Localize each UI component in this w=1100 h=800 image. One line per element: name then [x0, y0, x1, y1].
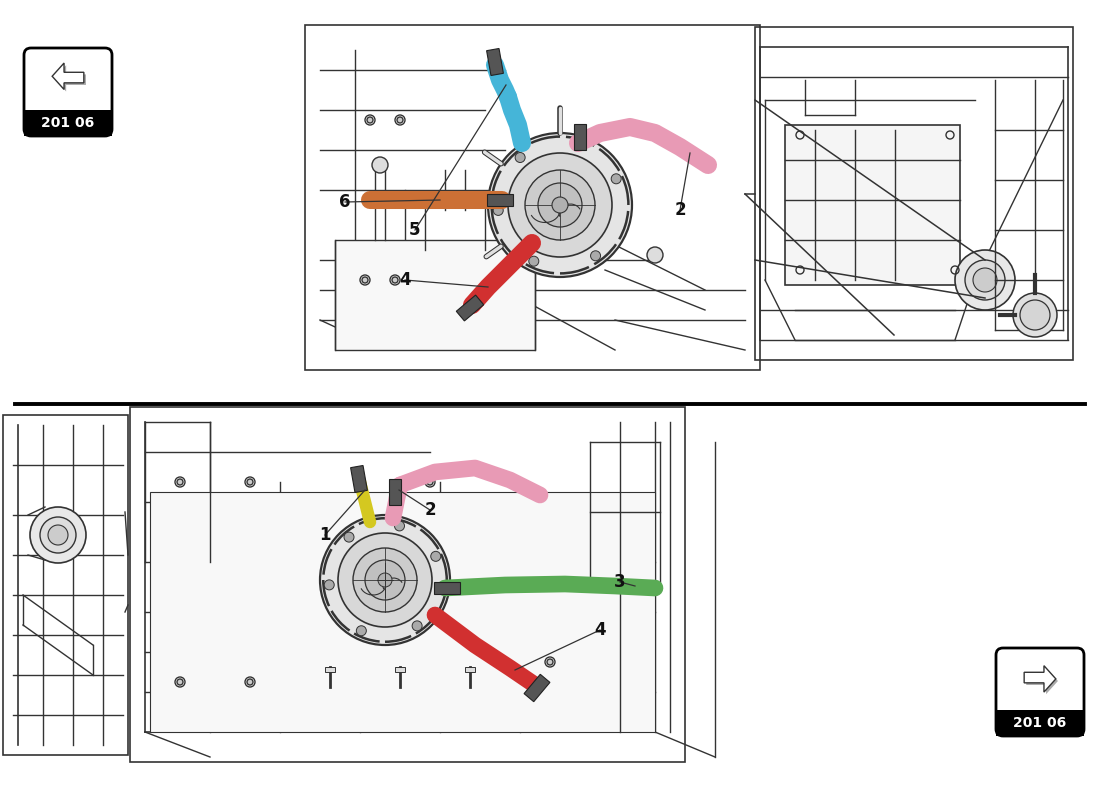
Circle shape [362, 277, 369, 283]
Circle shape [515, 153, 525, 162]
Polygon shape [486, 49, 504, 75]
Bar [324, 667, 336, 672]
Text: 2: 2 [425, 501, 436, 519]
Bar [305, 25, 760, 370]
Bar [305, 25, 760, 370]
Text: a parts.singleright: a parts.singleright [409, 164, 651, 296]
Bar [755, 27, 1072, 360]
Polygon shape [388, 479, 401, 505]
Circle shape [508, 153, 612, 257]
Text: 6: 6 [339, 193, 351, 211]
Bar [3, 415, 128, 755]
Circle shape [177, 679, 183, 685]
Circle shape [529, 256, 539, 266]
Polygon shape [487, 194, 513, 206]
Circle shape [48, 525, 68, 545]
Circle shape [552, 197, 568, 213]
Circle shape [177, 479, 183, 485]
Bar [24, 110, 112, 136]
Circle shape [248, 479, 253, 485]
Circle shape [397, 117, 403, 123]
Text: 4: 4 [594, 621, 606, 639]
Bar [755, 27, 1072, 360]
FancyBboxPatch shape [996, 648, 1084, 736]
Polygon shape [434, 582, 460, 594]
Circle shape [324, 580, 334, 590]
Circle shape [412, 621, 422, 631]
Circle shape [30, 507, 86, 563]
Circle shape [344, 532, 354, 542]
FancyBboxPatch shape [24, 48, 112, 136]
Bar [465, 667, 475, 672]
Circle shape [248, 679, 253, 685]
Text: 2: 2 [674, 201, 685, 219]
Bar [150, 492, 654, 732]
Text: 5: 5 [409, 221, 420, 239]
Text: 4: 4 [399, 271, 410, 289]
Circle shape [427, 479, 433, 485]
Bar [996, 710, 1084, 736]
Circle shape [591, 250, 601, 261]
Circle shape [367, 117, 373, 123]
Circle shape [431, 551, 441, 562]
Bar [130, 407, 685, 762]
Polygon shape [574, 124, 586, 150]
Circle shape [392, 277, 398, 283]
Bar [130, 407, 685, 762]
Circle shape [612, 174, 621, 184]
Text: 201 06: 201 06 [1013, 716, 1067, 730]
Circle shape [974, 268, 997, 292]
Text: 3: 3 [614, 573, 626, 591]
Circle shape [1020, 300, 1050, 330]
Circle shape [525, 170, 595, 240]
Polygon shape [351, 466, 367, 493]
Circle shape [493, 206, 503, 215]
Circle shape [395, 521, 405, 531]
Circle shape [338, 533, 432, 627]
Circle shape [356, 626, 366, 636]
Bar [3, 415, 128, 755]
Text: a parts.singleright: a parts.singleright [279, 534, 521, 666]
Polygon shape [456, 295, 484, 321]
Circle shape [955, 250, 1015, 310]
Circle shape [365, 560, 405, 600]
Circle shape [538, 183, 582, 227]
Circle shape [372, 157, 388, 173]
Circle shape [320, 515, 450, 645]
Circle shape [353, 548, 417, 612]
Circle shape [571, 140, 581, 150]
Circle shape [40, 517, 76, 553]
Bar [785, 125, 960, 285]
Circle shape [1013, 293, 1057, 337]
Text: 1: 1 [319, 526, 331, 544]
Bar [336, 240, 535, 350]
Polygon shape [54, 65, 86, 91]
Polygon shape [524, 674, 550, 702]
Circle shape [965, 260, 1005, 300]
Text: 201 06: 201 06 [42, 116, 95, 130]
Polygon shape [1024, 666, 1056, 692]
Polygon shape [1026, 668, 1058, 694]
Circle shape [378, 573, 392, 587]
Circle shape [647, 247, 663, 263]
Polygon shape [52, 63, 84, 90]
Circle shape [547, 659, 553, 665]
Bar [395, 667, 405, 672]
Circle shape [488, 133, 632, 277]
